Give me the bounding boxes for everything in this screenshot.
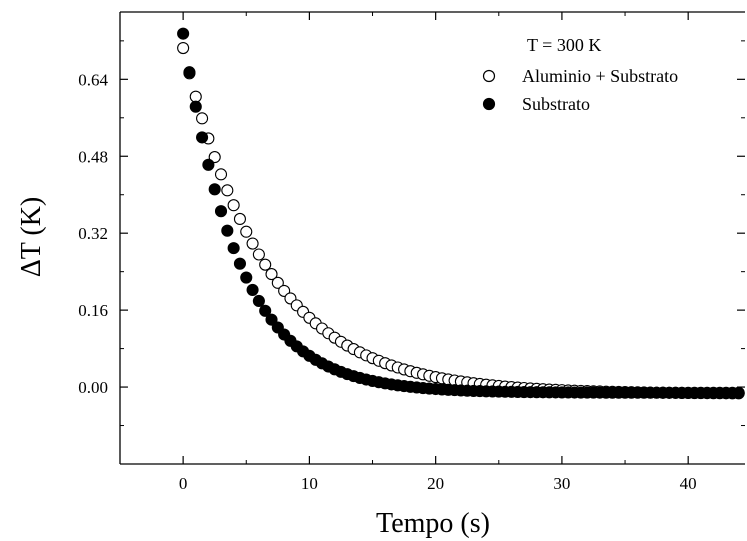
plot-frame <box>119 11 745 465</box>
point-aluminio <box>265 268 278 281</box>
y-tick-label: 0.48 <box>78 147 108 166</box>
point-substrato <box>196 131 209 144</box>
y-axis-label: ΔT (K) <box>16 197 47 277</box>
point-aluminio <box>214 168 228 181</box>
point-aluminio <box>246 237 259 250</box>
point-substrato <box>221 224 234 237</box>
point-substrato <box>240 271 253 284</box>
point-aluminio <box>233 212 246 226</box>
point-aluminio <box>177 42 190 55</box>
point-aluminio <box>271 276 284 289</box>
point-substrato <box>246 283 259 296</box>
legend-header: T = 300 K <box>527 35 601 55</box>
data-points <box>177 27 745 400</box>
legend-label-substrato: Substrato <box>522 94 590 114</box>
y-tick-label: 0.16 <box>78 301 108 320</box>
legend-marker-substrato <box>482 97 496 111</box>
x-axis-label: Tempo (s) <box>376 508 490 539</box>
legend-label-aluminio: Aluminio + Substrato <box>522 66 678 86</box>
x-tick-label: 40 <box>680 474 697 493</box>
y-tick-label: 0.32 <box>78 224 108 243</box>
point-substrato <box>189 100 202 113</box>
point-substrato <box>202 158 215 171</box>
x-tick-label: 30 <box>553 474 570 493</box>
axis-ticks: 0 10 20 30 40 0.00 0.16 0.32 0.48 0.64 <box>78 12 745 493</box>
point-substrato <box>265 313 278 326</box>
point-aluminio <box>259 258 272 271</box>
x-tick-label: 20 <box>427 474 444 493</box>
x-tick-label: 0 <box>179 474 188 493</box>
legend-marker-aluminio <box>482 69 496 83</box>
point-substrato <box>183 66 196 79</box>
point-aluminio <box>221 184 234 197</box>
point-substrato <box>252 294 265 308</box>
point-aluminio <box>240 225 253 238</box>
point-aluminio <box>196 112 209 125</box>
x-tick-label: 10 <box>301 474 318 493</box>
point-aluminio <box>227 199 240 212</box>
point-substrato <box>732 386 745 399</box>
y-tick-label: 0.00 <box>78 378 108 397</box>
point-aluminio <box>252 248 265 261</box>
legend: T = 300 K Aluminio + Substrato Substrato <box>482 35 678 114</box>
point-substrato <box>214 205 228 218</box>
point-substrato <box>177 27 190 40</box>
point-substrato <box>233 257 246 270</box>
point-substrato <box>227 242 240 255</box>
point-aluminio <box>208 151 221 164</box>
y-tick-label: 0.64 <box>78 70 108 89</box>
point-substrato <box>259 304 272 317</box>
point-substrato <box>208 183 221 196</box>
point-aluminio <box>189 90 202 103</box>
